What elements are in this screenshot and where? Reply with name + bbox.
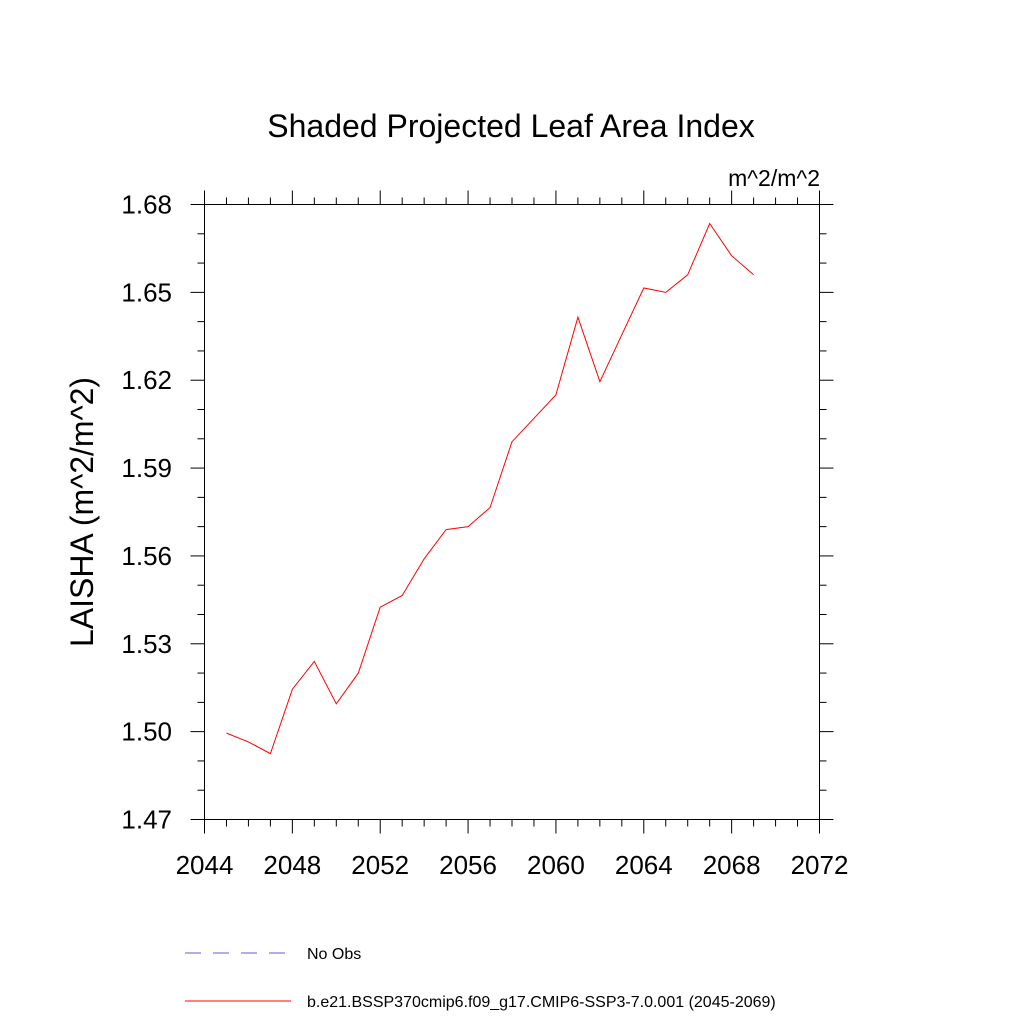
series-line	[226, 222, 754, 755]
x-tick-label: 2056	[439, 850, 497, 880]
x-tick-label: 2068	[703, 850, 761, 880]
legend-label-model: b.e21.BSSP370cmip6.f09_g17.CMIP6-SSP3-7.…	[307, 994, 776, 1011]
ticks-layer	[190, 190, 834, 834]
y-tick-label: 1.47	[121, 805, 172, 835]
x-tick-label: 2052	[351, 850, 409, 880]
y-tick-label: 1.50	[121, 717, 172, 747]
legend: No Obs b.e21.BSSP370cmip6.f09_g17.CMIP6-…	[185, 946, 776, 1011]
y-tick-label: 1.65	[121, 277, 172, 307]
series-layer	[226, 222, 754, 755]
x-tick-label: 2044	[176, 850, 234, 880]
x-tick-label: 2072	[791, 850, 849, 880]
y-tick-label: 1.59	[121, 453, 172, 483]
y-axis-label: LAISHA (m^2/m^2)	[64, 377, 100, 647]
units-label: m^2/m^2	[728, 165, 820, 191]
x-tick-labels: 2044 2048 2052 2056 2060 2064 2068 2072	[176, 850, 849, 880]
legend-label-no-obs: No Obs	[307, 946, 361, 963]
chart-title: Shaded Projected Leaf Area Index	[267, 108, 754, 144]
x-tick-label: 2060	[527, 850, 585, 880]
y-tick-label: 1.68	[121, 190, 172, 220]
y-tick-label: 1.56	[121, 541, 172, 571]
x-tick-label: 2064	[615, 850, 673, 880]
y-tick-label: 1.53	[121, 629, 172, 659]
x-tick-label: 2048	[263, 850, 321, 880]
y-tick-labels: 1.47 1.50 1.53 1.56 1.59 1.62 1.65 1.68	[121, 190, 172, 835]
y-tick-label: 1.62	[121, 365, 172, 395]
plot-frame	[204, 204, 820, 820]
